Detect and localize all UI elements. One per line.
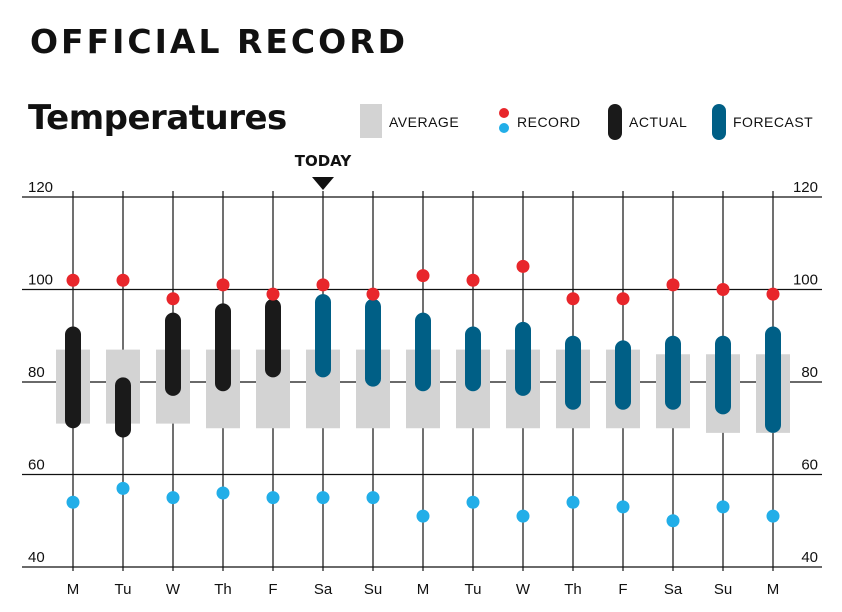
- record-low-dot: [616, 500, 630, 514]
- day-label: F: [268, 581, 277, 598]
- day-label: Su: [364, 581, 382, 598]
- forecast-range-bar: [365, 298, 381, 387]
- y-tick-label-right: 100: [793, 272, 818, 289]
- forecast-range-bar: [765, 326, 781, 433]
- day-label: F: [618, 581, 627, 598]
- record-high-dot: [516, 259, 530, 273]
- record-low-dot: [266, 491, 280, 505]
- today-label: TODAY: [295, 152, 353, 170]
- record-dots: [66, 259, 780, 528]
- record-high-dot: [266, 287, 280, 301]
- record-high-dot: [416, 269, 430, 283]
- y-tick-label-right: 80: [801, 364, 818, 381]
- legend: AVERAGE RECORD ACTUAL FORECAST: [360, 104, 813, 140]
- actual-range-bar: [215, 303, 231, 392]
- y-tick-label-right: 120: [793, 179, 818, 196]
- record-low-dot: [66, 495, 80, 509]
- record-high-dot: [666, 278, 680, 292]
- legend-record-low-dot: [499, 123, 509, 133]
- record-high-dot: [216, 278, 230, 292]
- forecast-range-bar: [615, 340, 631, 410]
- forecast-range-bar: [715, 335, 731, 415]
- page-title: OFFICIAL RECORD: [30, 22, 408, 61]
- day-label: Tu: [465, 581, 482, 598]
- legend-actual-swatch: [608, 104, 622, 140]
- day-label: Th: [214, 581, 232, 598]
- record-low-dot: [316, 491, 330, 505]
- record-low-dot: [166, 491, 180, 505]
- legend-record-label: RECORD: [517, 114, 581, 130]
- day-label: M: [67, 581, 80, 598]
- record-high-dot: [566, 292, 580, 306]
- forecast-range-bar: [415, 312, 431, 392]
- record-low-dot: [416, 509, 430, 523]
- day-label: Sa: [664, 581, 683, 598]
- y-tick-label-left: 80: [28, 364, 45, 381]
- record-high-dot: [466, 273, 480, 287]
- chart-title: Temperatures: [28, 98, 287, 138]
- legend-actual-label: ACTUAL: [629, 114, 687, 130]
- y-tick-label-left: 40: [28, 549, 45, 566]
- record-high-dot: [166, 292, 180, 306]
- day-label: Tu: [115, 581, 132, 598]
- day-label: W: [516, 581, 531, 598]
- legend-average-swatch: [360, 104, 382, 138]
- y-tick-label-right: 60: [801, 457, 818, 474]
- record-low-dot: [116, 481, 130, 495]
- day-label: M: [417, 581, 430, 598]
- record-low-dot: [366, 491, 380, 505]
- y-tick-label-right: 40: [801, 549, 818, 566]
- record-low-dot: [566, 495, 580, 509]
- day-label: Th: [564, 581, 582, 598]
- record-high-dot: [716, 283, 730, 296]
- actual-range-bar: [65, 326, 81, 429]
- record-high-dot: [66, 273, 80, 287]
- record-low-dot: [216, 486, 230, 500]
- record-low-dot: [716, 500, 730, 514]
- forecast-range-bar: [565, 335, 581, 410]
- forecast-range-bar: [465, 326, 481, 392]
- legend-forecast-label: FORECAST: [733, 114, 813, 130]
- forecast-range-bar: [665, 335, 681, 410]
- y-tick-label-left: 100: [28, 272, 53, 289]
- forecast-range-bar: [315, 294, 331, 378]
- actual-range-bar: [265, 298, 281, 378]
- record-high-dot: [316, 278, 330, 292]
- y-tick-label-left: 120: [28, 179, 53, 196]
- record-high-dot: [616, 292, 630, 306]
- actual-range-bar: [115, 377, 131, 438]
- actual-range-bar: [165, 312, 181, 396]
- day-label: Su: [714, 581, 732, 598]
- record-low-dot: [516, 509, 530, 523]
- day-label: Sa: [314, 581, 333, 598]
- axis-labels: 120 120 100 100 80 80 60 60 40 40 M Tu W Th F Sa Su M Tu W T…: [28, 179, 818, 598]
- record-high-dot: [116, 273, 130, 287]
- record-low-dot: [466, 495, 480, 509]
- day-label: M: [767, 581, 780, 598]
- forecast-range-bar: [515, 321, 531, 396]
- record-high-dot: [766, 287, 780, 301]
- temperature-range-bars: [65, 294, 781, 438]
- y-tick-label-left: 60: [28, 457, 45, 474]
- record-low-dot: [666, 514, 680, 528]
- today-marker-icon: [312, 177, 334, 190]
- legend-forecast-swatch: [712, 104, 726, 140]
- record-low-dot: [766, 509, 780, 523]
- legend-average-label: AVERAGE: [389, 114, 459, 130]
- record-high-dot: [366, 287, 380, 301]
- legend-record-high-dot: [499, 108, 509, 118]
- day-label: W: [166, 581, 181, 598]
